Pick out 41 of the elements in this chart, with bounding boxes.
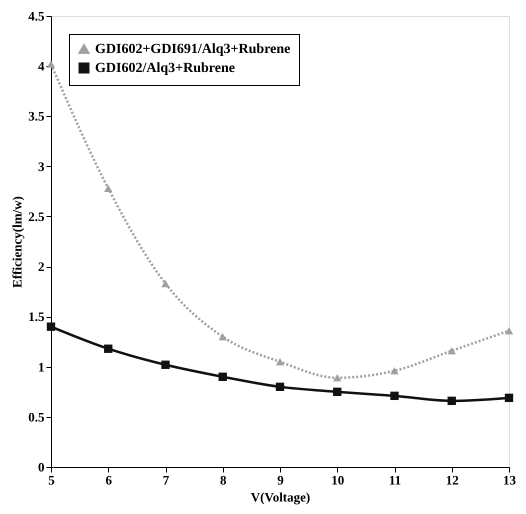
point xyxy=(218,372,227,381)
point xyxy=(390,367,399,374)
x-axis-title: V(Voltage) xyxy=(250,490,310,504)
x-tick-label: 13 xyxy=(503,472,516,488)
point xyxy=(276,382,284,392)
y-tick-label: 2.5 xyxy=(28,208,45,224)
y-tick-label: 3.5 xyxy=(28,108,45,124)
point xyxy=(161,360,170,369)
y-axis-title: Efficiency(lm/w) xyxy=(9,196,24,288)
point xyxy=(333,388,342,396)
y-tick-label: 1.5 xyxy=(28,309,45,324)
x-tick-label: 11 xyxy=(388,472,402,488)
y-tick-label: 3 xyxy=(38,158,45,174)
point xyxy=(504,327,514,334)
x-tick-label: 9 xyxy=(277,472,284,488)
x-tick-label: 5 xyxy=(48,472,56,488)
point xyxy=(448,347,456,354)
x-tick-label: 8 xyxy=(220,472,227,488)
point xyxy=(161,280,170,288)
point xyxy=(218,333,227,340)
point xyxy=(333,374,342,382)
y-tick-label: 4.5 xyxy=(28,8,45,24)
y-tick-label: 0 xyxy=(38,460,44,474)
point xyxy=(46,322,56,331)
x-tick-label: 7 xyxy=(162,472,170,488)
legend-label: GDI602/Alq3+Rubrene xyxy=(95,61,235,76)
x-tick-label: 10 xyxy=(331,472,344,488)
point xyxy=(104,184,112,192)
point xyxy=(46,60,56,68)
y-tick-label: 1 xyxy=(38,359,44,374)
point xyxy=(448,396,456,406)
x-tick-label: 6 xyxy=(106,472,112,488)
x-tick-label: 12 xyxy=(446,472,459,488)
point xyxy=(104,344,112,353)
point xyxy=(390,392,399,400)
y-tick-label: 2 xyxy=(38,259,44,274)
y-tick-label: 0.5 xyxy=(28,409,45,424)
y-tick-label: 4 xyxy=(38,58,45,74)
point xyxy=(276,358,284,366)
point xyxy=(504,394,514,402)
legend-label: GDI602+GDI691/Alq3+Rubrene xyxy=(95,42,290,57)
